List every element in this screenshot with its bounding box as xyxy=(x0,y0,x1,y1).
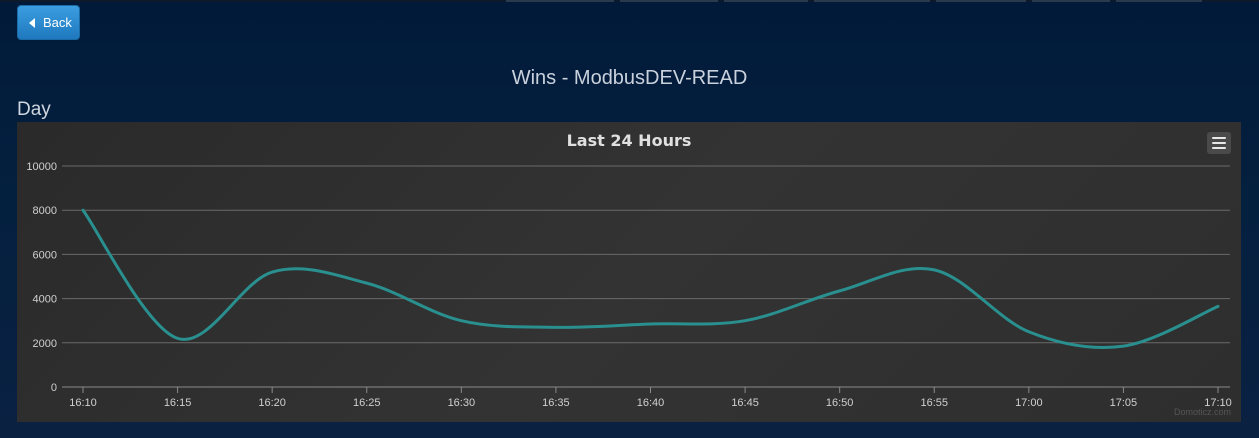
series-line xyxy=(81,208,1220,349)
y-tick-label: 2000 xyxy=(33,338,57,350)
top-nav-strip xyxy=(0,0,1259,2)
x-tick-label: 16:50 xyxy=(826,397,854,409)
chart-credit: Domoticz.com xyxy=(1174,407,1231,417)
hamburger-menu-icon xyxy=(1212,137,1226,139)
y-tick-label: 10000 xyxy=(26,161,57,173)
x-tick-label: 16:15 xyxy=(164,397,192,409)
chart-panel: Last 24 Hours Domoticz.com 0 2000 4000 6000… xyxy=(17,122,1241,422)
back-button-label: Back xyxy=(43,15,72,30)
x-tick-label: 16:45 xyxy=(731,397,759,409)
arrow-left-icon xyxy=(29,17,35,28)
x-tick-label: 17:00 xyxy=(1015,397,1043,409)
chart-title: Last 24 Hours xyxy=(567,131,692,150)
y-tick-label: 6000 xyxy=(33,249,57,261)
x-tick-label: 16:30 xyxy=(448,397,476,409)
x-tick-label: 16:20 xyxy=(258,397,286,409)
x-tick-label: 16:40 xyxy=(637,397,665,409)
x-tick-label: 16:35 xyxy=(542,397,570,409)
x-tick-label: 17:10 xyxy=(1204,397,1232,409)
x-tick-label: 16:25 xyxy=(353,397,381,409)
y-tick-label: 0 xyxy=(51,382,57,394)
x-tick-label: 17:05 xyxy=(1110,397,1138,409)
y-tick-label: 8000 xyxy=(33,205,57,217)
back-button[interactable]: Back xyxy=(17,5,80,40)
x-tick-label: 16:10 xyxy=(69,397,97,409)
chart-menu-button[interactable] xyxy=(1207,132,1231,154)
page-title: Wins - ModbusDEV-READ xyxy=(511,67,748,89)
section-label-day: Day xyxy=(17,99,51,120)
x-tick-label: 16:55 xyxy=(920,397,948,409)
y-tick-label: 4000 xyxy=(33,294,57,306)
line-chart: Last 24 Hours Domoticz.com 0 2000 4000 6000… xyxy=(26,131,1232,417)
